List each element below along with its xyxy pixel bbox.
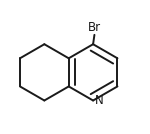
- Text: N: N: [95, 94, 104, 107]
- Text: Br: Br: [88, 21, 101, 34]
